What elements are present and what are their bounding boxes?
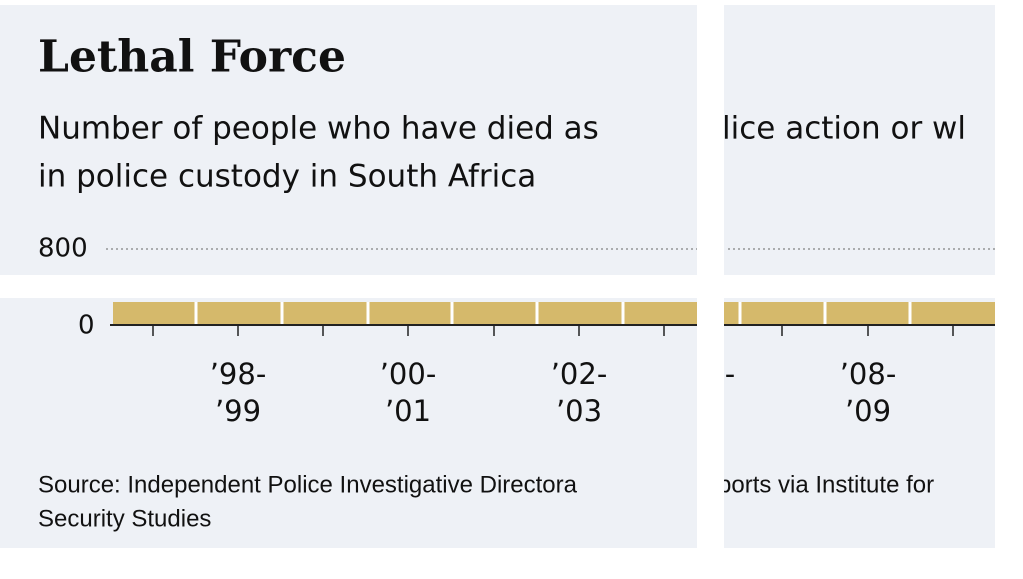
x-tick-label: ’98- xyxy=(210,357,267,391)
x-tick-label: ’09 xyxy=(845,394,891,428)
x-tick-label: ’08- xyxy=(840,357,897,391)
bars xyxy=(113,302,697,324)
bars xyxy=(724,302,995,324)
panel xyxy=(0,298,697,548)
panel xyxy=(0,5,697,275)
x-tick-label: ’00- xyxy=(380,357,437,391)
subtitle: in police custody in South Africa xyxy=(38,159,536,195)
bar-gaps xyxy=(194,302,625,324)
source: ports via Institute for xyxy=(718,471,934,498)
x-tick-label: ’03 xyxy=(556,394,602,428)
tick-marks xyxy=(781,325,954,336)
source: Security Studies xyxy=(38,505,211,532)
source: Source: Independent Police Investigative… xyxy=(38,471,578,498)
panel xyxy=(724,5,995,275)
y-tick-label: 0 xyxy=(78,311,95,341)
subtitle: lice action or wl xyxy=(722,111,966,147)
x-tick-label: ’02- xyxy=(551,357,608,391)
right-fragment: lice action or wl - ’08- ’09 ports via I… xyxy=(718,111,995,498)
subtitle: Number of people who have died as xyxy=(38,111,599,147)
bar-gaps xyxy=(738,302,912,324)
x-tick-label: ’01 xyxy=(385,394,431,428)
tick-marks xyxy=(152,325,665,336)
x-tick-label: - xyxy=(725,357,735,391)
left-fragment: Lethal Force Number of people who have d… xyxy=(38,32,697,532)
panel xyxy=(724,298,995,548)
title: Lethal Force xyxy=(38,32,346,83)
y-tick-label: 800 xyxy=(38,234,88,264)
x-tick-label: ’99 xyxy=(215,394,261,428)
